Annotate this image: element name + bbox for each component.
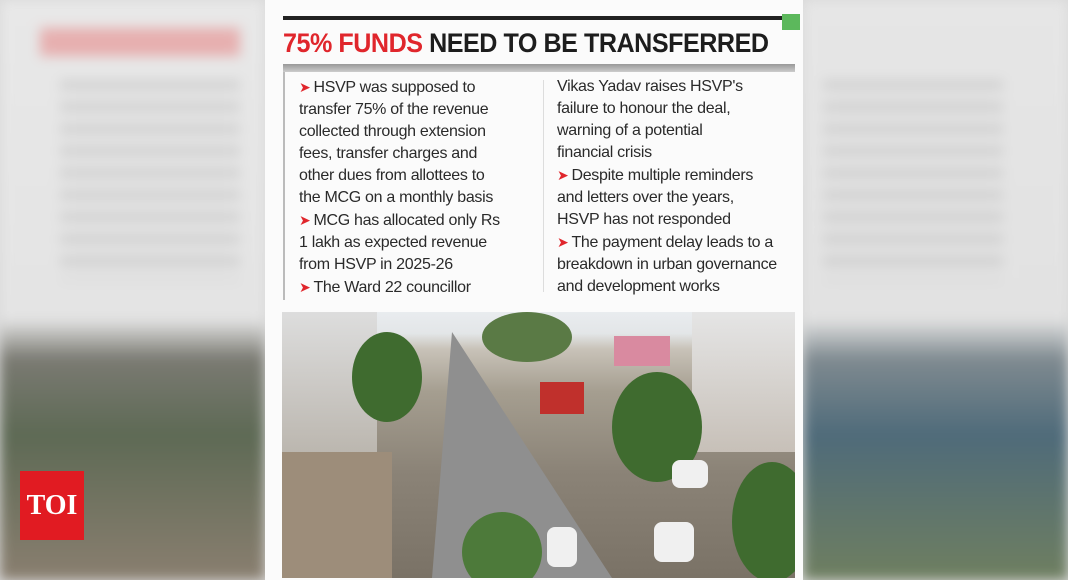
bullet-line: fees, transfer charges and: [299, 143, 544, 165]
bullet-line: warning of a potential: [557, 120, 797, 142]
headline-highlight: 75% FUNDS: [283, 28, 423, 58]
bullet-line: and development works: [557, 276, 797, 298]
right-column: Vikas Yadav raises HSVP's failure to hono…: [557, 76, 797, 298]
arrow-right-icon: ➤: [299, 212, 311, 228]
line-text: Vikas Yadav raises HSVP's: [557, 78, 743, 95]
green-marker: [782, 14, 800, 30]
tree: [732, 462, 795, 578]
news-graphic: 75% FUNDS NEED TO BE TRANSFERRED ➤ HSVP w…: [265, 0, 803, 580]
column-divider: [543, 80, 544, 292]
top-rule: [283, 16, 783, 20]
bullet-line: failure to honour the deal,: [557, 98, 797, 120]
line-text: and development works: [557, 278, 720, 295]
tree: [482, 312, 572, 362]
left-column: ➤ HSVP was supposed to transfer 75% of the…: [299, 76, 544, 299]
street-photo: [282, 312, 795, 578]
blurred-background-right: [803, 0, 1068, 580]
tree: [352, 332, 422, 422]
bullet-line: ➤ Despite multiple reminders: [557, 164, 797, 187]
line-text: collected through extension: [299, 123, 486, 140]
line-text: financial crisis: [557, 144, 652, 161]
bullet-line: 1 lakh as expected revenue: [299, 232, 544, 254]
arrow-right-icon: ➤: [557, 234, 569, 250]
truck: [540, 382, 584, 414]
line-text: MCG has allocated only Rs: [313, 212, 500, 229]
line-text: the MCG on a monthly basis: [299, 189, 494, 206]
headline-underbar: [283, 64, 795, 72]
bullet-line: other dues from allottees to: [299, 165, 544, 187]
line-text: transfer 75% of the revenue: [299, 101, 489, 118]
bullet-line: ➤ The payment delay leads to a: [557, 231, 797, 254]
line-text: other dues from allottees to: [299, 167, 485, 184]
line-text: and letters over the years,: [557, 189, 734, 206]
bullet-line: Vikas Yadav raises HSVP's: [557, 76, 797, 98]
arrow-right-icon: ➤: [557, 167, 569, 183]
headline: 75% FUNDS NEED TO BE TRANSFERRED: [283, 28, 769, 59]
rooftop: [282, 452, 392, 578]
bullet-line: transfer 75% of the revenue: [299, 99, 544, 121]
line-text: Despite multiple reminders: [571, 167, 754, 184]
bullet-line: the MCG on a monthly basis: [299, 187, 544, 209]
line-text: fees, transfer charges and: [299, 145, 478, 162]
line-text: failure to honour the deal,: [557, 100, 731, 117]
bullet-line: ➤ The Ward 22 councillor: [299, 276, 544, 299]
line-text: warning of a potential: [557, 122, 703, 139]
line-text: 1 lakh as expected revenue: [299, 234, 487, 251]
line-text: HSVP was supposed to: [313, 79, 476, 96]
line-text: The Ward 22 councillor: [313, 279, 471, 296]
bullet-line: collected through extension: [299, 121, 544, 143]
headline-rest: NEED TO BE TRANSFERRED: [429, 28, 769, 58]
line-text: The payment delay leads to a: [571, 234, 773, 251]
line-text: breakdown in urban governance: [557, 256, 777, 273]
bullet-line: ➤ HSVP was supposed to: [299, 76, 544, 99]
line-text: HSVP has not responded: [557, 211, 731, 228]
car: [672, 460, 708, 488]
bullet-line: from HSVP in 2025-26: [299, 254, 544, 276]
toi-logo: TOI: [20, 471, 84, 540]
bullet-line: breakdown in urban governance: [557, 254, 797, 276]
tree: [462, 512, 542, 578]
line-text: from HSVP in 2025-26: [299, 256, 453, 273]
bullet-line: HSVP has not responded: [557, 209, 797, 231]
bullet-line: and letters over the years,: [557, 187, 797, 209]
arrow-right-icon: ➤: [299, 79, 311, 95]
arrow-right-icon: ➤: [299, 279, 311, 295]
billboard: [614, 336, 670, 366]
bullet-line: financial crisis: [557, 142, 797, 164]
logo-text: TOI: [26, 489, 78, 521]
building-right: [692, 312, 795, 452]
bullet-box: ➤ HSVP was supposed to transfer 75% of the…: [283, 72, 795, 300]
car: [547, 527, 577, 567]
bullet-line: ➤ MCG has allocated only Rs: [299, 209, 544, 232]
car: [654, 522, 694, 562]
